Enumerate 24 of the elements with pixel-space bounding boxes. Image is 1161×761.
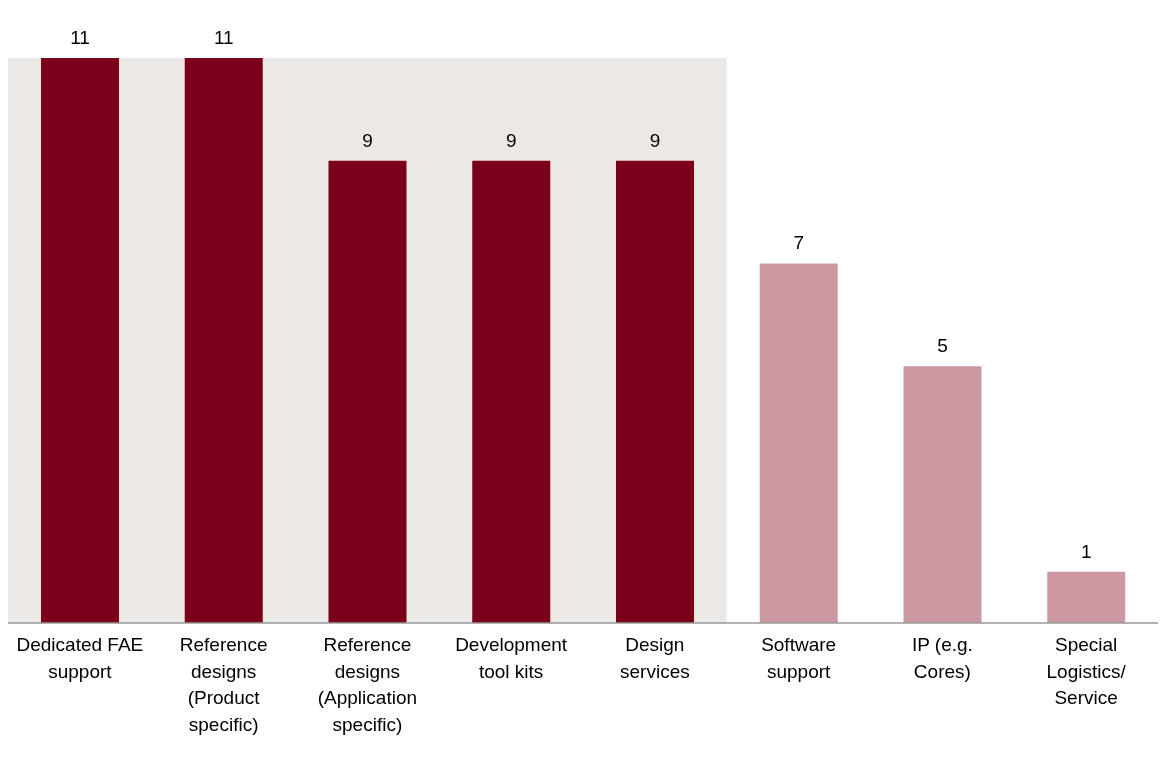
x-tick-label: Dedicated FAE support — [16, 634, 144, 682]
bar — [1047, 571, 1126, 623]
bar — [616, 160, 694, 623]
data-label: 11 — [213, 27, 234, 48]
x-tick-label: Design services — [620, 634, 690, 682]
bar — [41, 58, 119, 623]
bar — [903, 366, 982, 623]
bar — [184, 58, 263, 623]
x-tick-label: Special Logistics/ Service — [1046, 634, 1127, 709]
data-label: 9 — [649, 129, 661, 151]
data-label: 9 — [505, 129, 517, 151]
data-label: 5 — [937, 335, 948, 357]
x-tick-label: Reference designs (Product specific) — [179, 634, 268, 735]
x-tick-label: Software support — [761, 634, 837, 682]
bar — [472, 160, 551, 623]
x-tick-label: IP (e.g. Cores) — [911, 634, 973, 682]
bar — [328, 160, 407, 623]
data-label: 1 — [1080, 540, 1092, 562]
data-label: 7 — [793, 232, 805, 254]
x-tick-label: Reference designs (Application specific) — [317, 634, 418, 735]
data-label: 9 — [362, 129, 373, 151]
x-tick-label: Development tool kits — [455, 634, 568, 682]
data-label: 11 — [70, 27, 90, 48]
bar — [759, 263, 838, 623]
